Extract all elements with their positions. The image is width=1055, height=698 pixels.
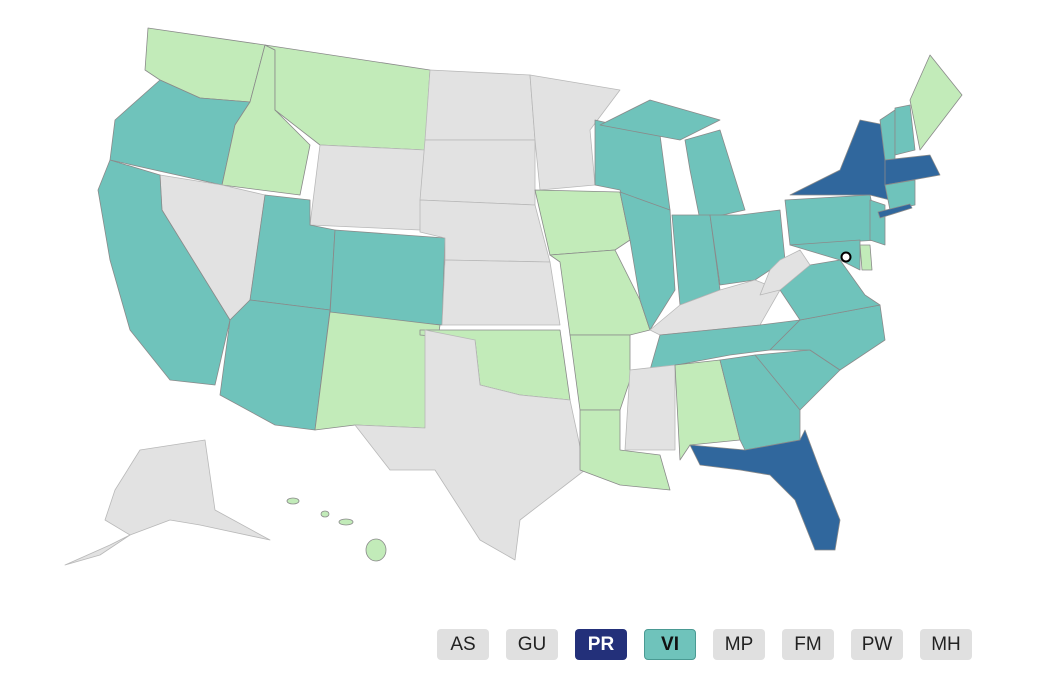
- state: [884, 154, 941, 186]
- state: [789, 239, 861, 271]
- territory-button[interactable]: PW: [851, 629, 903, 660]
- states: [64, 27, 963, 566]
- state: [569, 334, 631, 411]
- state: [759, 249, 811, 296]
- territory-button[interactable]: PR: [575, 629, 627, 660]
- state: [579, 409, 671, 491]
- territory-button[interactable]: GU: [506, 629, 558, 660]
- island: [338, 518, 354, 526]
- state: [309, 144, 426, 231]
- state: [64, 534, 131, 566]
- state: [909, 54, 963, 151]
- state: [549, 249, 651, 336]
- territory-button[interactable]: FM: [782, 629, 834, 660]
- state: [884, 179, 916, 211]
- state: [104, 439, 271, 541]
- state: [624, 364, 676, 451]
- dc-marker: [840, 251, 852, 263]
- territory-button[interactable]: AS: [437, 629, 489, 660]
- state: [329, 229, 446, 326]
- state: [894, 104, 916, 156]
- state: [684, 129, 746, 221]
- state: [869, 199, 886, 246]
- territory-button[interactable]: VI: [644, 629, 696, 660]
- territory-button[interactable]: MP: [713, 629, 765, 660]
- state: [859, 244, 873, 271]
- island: [320, 510, 330, 518]
- state: [877, 203, 913, 219]
- territory-buttons: AS GU PR VI MP FM PW MH: [437, 629, 972, 660]
- island: [365, 538, 387, 562]
- state: [424, 69, 536, 141]
- state: [354, 329, 586, 561]
- territory-button[interactable]: MH: [920, 629, 972, 660]
- state: [674, 359, 741, 461]
- state: [789, 119, 891, 201]
- state: [419, 139, 536, 206]
- state: [689, 429, 841, 551]
- state: [534, 189, 631, 256]
- island: [286, 497, 300, 505]
- state: [219, 299, 331, 431]
- state: [784, 194, 881, 246]
- us-map: [64, 27, 963, 566]
- state: [599, 99, 721, 141]
- state: [97, 159, 231, 386]
- state: [441, 259, 561, 326]
